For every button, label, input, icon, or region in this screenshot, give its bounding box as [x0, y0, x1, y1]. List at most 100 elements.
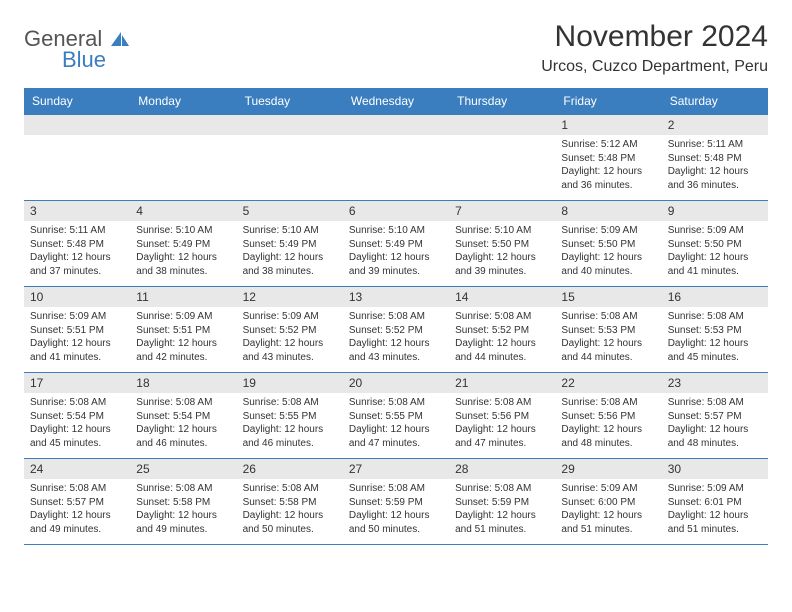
- daylight-line: Daylight: 12 hours and 47 minutes.: [349, 423, 443, 450]
- daylight-line: Daylight: 12 hours and 38 minutes.: [243, 251, 337, 278]
- day-number: [130, 115, 236, 135]
- week-row: 1Sunrise: 5:12 AMSunset: 5:48 PMDaylight…: [24, 115, 768, 201]
- day-number: 28: [449, 459, 555, 479]
- day-number: 22: [555, 373, 661, 393]
- day-number: 18: [130, 373, 236, 393]
- day-number: 7: [449, 201, 555, 221]
- day-header: Sunday: [24, 88, 130, 115]
- sunrise-line: Sunrise: 5:08 AM: [561, 396, 655, 410]
- day-number: [24, 115, 130, 135]
- day-cell: 17Sunrise: 5:08 AMSunset: 5:54 PMDayligh…: [24, 373, 130, 459]
- sunset-line: Sunset: 5:57 PM: [668, 410, 762, 424]
- day-number: 16: [662, 287, 768, 307]
- daylight-line: Daylight: 12 hours and 37 minutes.: [30, 251, 124, 278]
- daylight-line: Daylight: 12 hours and 50 minutes.: [349, 509, 443, 536]
- day-content: [237, 135, 343, 141]
- day-number: 13: [343, 287, 449, 307]
- day-number: 21: [449, 373, 555, 393]
- sunrise-line: Sunrise: 5:08 AM: [349, 396, 443, 410]
- sunset-line: Sunset: 5:49 PM: [136, 238, 230, 252]
- day-number: 3: [24, 201, 130, 221]
- calendar-table: Sunday Monday Tuesday Wednesday Thursday…: [24, 88, 768, 545]
- day-number: [449, 115, 555, 135]
- sunset-line: Sunset: 5:52 PM: [349, 324, 443, 338]
- day-content: [449, 135, 555, 141]
- day-content: [130, 135, 236, 141]
- week-row: 10Sunrise: 5:09 AMSunset: 5:51 PMDayligh…: [24, 287, 768, 373]
- day-cell: 27Sunrise: 5:08 AMSunset: 5:59 PMDayligh…: [343, 459, 449, 545]
- sunset-line: Sunset: 5:54 PM: [136, 410, 230, 424]
- day-cell: 16Sunrise: 5:08 AMSunset: 5:53 PMDayligh…: [662, 287, 768, 373]
- sunset-line: Sunset: 5:50 PM: [561, 238, 655, 252]
- week-row: 17Sunrise: 5:08 AMSunset: 5:54 PMDayligh…: [24, 373, 768, 459]
- sunrise-line: Sunrise: 5:08 AM: [561, 310, 655, 324]
- daylight-line: Daylight: 12 hours and 42 minutes.: [136, 337, 230, 364]
- sunrise-line: Sunrise: 5:12 AM: [561, 138, 655, 152]
- day-content: [343, 135, 449, 141]
- day-cell: 4Sunrise: 5:10 AMSunset: 5:49 PMDaylight…: [130, 201, 236, 287]
- day-content: Sunrise: 5:10 AMSunset: 5:49 PMDaylight:…: [343, 221, 449, 281]
- day-number: 2: [662, 115, 768, 135]
- day-cell: 23Sunrise: 5:08 AMSunset: 5:57 PMDayligh…: [662, 373, 768, 459]
- day-cell: 22Sunrise: 5:08 AMSunset: 5:56 PMDayligh…: [555, 373, 661, 459]
- day-header-row: Sunday Monday Tuesday Wednesday Thursday…: [24, 88, 768, 115]
- day-content: Sunrise: 5:11 AMSunset: 5:48 PMDaylight:…: [662, 135, 768, 195]
- day-content: Sunrise: 5:08 AMSunset: 5:57 PMDaylight:…: [24, 479, 130, 539]
- day-cell: 7 Sunrise: 5:10 AMSunset: 5:50 PMDaylight…: [449, 201, 555, 287]
- title-block: November 2024 Urcos, Cuzco Department, P…: [541, 20, 768, 76]
- daylight-line: Daylight: 12 hours and 46 minutes.: [243, 423, 337, 450]
- sunset-line: Sunset: 5:50 PM: [668, 238, 762, 252]
- day-cell: 26Sunrise: 5:08 AMSunset: 5:58 PMDayligh…: [237, 459, 343, 545]
- day-cell: [237, 115, 343, 201]
- day-content: Sunrise: 5:08 AMSunset: 5:55 PMDaylight:…: [237, 393, 343, 453]
- day-number: 17: [24, 373, 130, 393]
- daylight-line: Daylight: 12 hours and 39 minutes.: [349, 251, 443, 278]
- sunrise-line: Sunrise: 5:08 AM: [349, 310, 443, 324]
- sunset-line: Sunset: 5:50 PM: [455, 238, 549, 252]
- day-cell: 20Sunrise: 5:08 AMSunset: 5:55 PMDayligh…: [343, 373, 449, 459]
- day-number: 25: [130, 459, 236, 479]
- daylight-line: Daylight: 12 hours and 46 minutes.: [136, 423, 230, 450]
- day-number: 30: [662, 459, 768, 479]
- day-cell: 9Sunrise: 5:09 AMSunset: 5:50 PMDaylight…: [662, 201, 768, 287]
- day-number: 20: [343, 373, 449, 393]
- day-cell: 11Sunrise: 5:09 AMSunset: 5:51 PMDayligh…: [130, 287, 236, 373]
- sunset-line: Sunset: 5:52 PM: [455, 324, 549, 338]
- week-row: 24Sunrise: 5:08 AMSunset: 5:57 PMDayligh…: [24, 459, 768, 545]
- day-number: 12: [237, 287, 343, 307]
- day-number: 8: [555, 201, 661, 221]
- sunrise-line: Sunrise: 5:08 AM: [455, 482, 549, 496]
- day-cell: 18Sunrise: 5:08 AMSunset: 5:54 PMDayligh…: [130, 373, 236, 459]
- day-number: 15: [555, 287, 661, 307]
- sunset-line: Sunset: 5:48 PM: [668, 152, 762, 166]
- daylight-line: Daylight: 12 hours and 44 minutes.: [561, 337, 655, 364]
- sunset-line: Sunset: 5:58 PM: [136, 496, 230, 510]
- day-number: 27: [343, 459, 449, 479]
- day-cell: 2Sunrise: 5:11 AMSunset: 5:48 PMDaylight…: [662, 115, 768, 201]
- sunrise-line: Sunrise: 5:08 AM: [136, 482, 230, 496]
- sunset-line: Sunset: 5:57 PM: [30, 496, 124, 510]
- sunrise-line: Sunrise: 5:08 AM: [349, 482, 443, 496]
- sunrise-line: Sunrise: 5:08 AM: [30, 396, 124, 410]
- daylight-line: Daylight: 12 hours and 39 minutes.: [455, 251, 549, 278]
- daylight-line: Daylight: 12 hours and 41 minutes.: [30, 337, 124, 364]
- sunrise-line: Sunrise: 5:11 AM: [668, 138, 762, 152]
- day-content: Sunrise: 5:12 AMSunset: 5:48 PMDaylight:…: [555, 135, 661, 195]
- sunrise-line: Sunrise: 5:08 AM: [455, 396, 549, 410]
- month-title: November 2024: [541, 20, 768, 54]
- sunrise-line: Sunrise: 5:09 AM: [561, 224, 655, 238]
- day-cell: 30Sunrise: 5:09 AMSunset: 6:01 PMDayligh…: [662, 459, 768, 545]
- daylight-line: Daylight: 12 hours and 49 minutes.: [30, 509, 124, 536]
- day-cell: 13Sunrise: 5:08 AMSunset: 5:52 PMDayligh…: [343, 287, 449, 373]
- daylight-line: Daylight: 12 hours and 43 minutes.: [243, 337, 337, 364]
- day-number: 10: [24, 287, 130, 307]
- day-number: 29: [555, 459, 661, 479]
- sunset-line: Sunset: 5:49 PM: [243, 238, 337, 252]
- sunrise-line: Sunrise: 5:10 AM: [455, 224, 549, 238]
- sunrise-line: Sunrise: 5:09 AM: [30, 310, 124, 324]
- week-row: 3Sunrise: 5:11 AMSunset: 5:48 PMDaylight…: [24, 201, 768, 287]
- daylight-line: Daylight: 12 hours and 41 minutes.: [668, 251, 762, 278]
- sunrise-line: Sunrise: 5:11 AM: [30, 224, 124, 238]
- day-content: Sunrise: 5:08 AMSunset: 5:52 PMDaylight:…: [449, 307, 555, 367]
- sunrise-line: Sunrise: 5:08 AM: [243, 396, 337, 410]
